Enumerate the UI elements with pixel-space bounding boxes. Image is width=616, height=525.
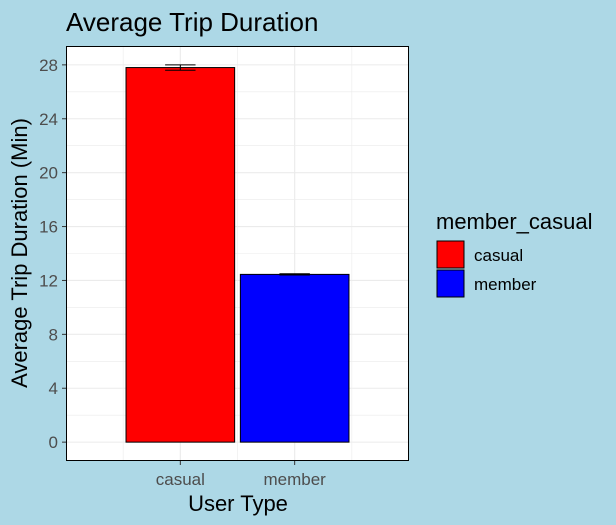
y-tick-label: 16 bbox=[39, 218, 58, 237]
legend-label-casual: casual bbox=[474, 246, 523, 265]
x-axis-title: User Type bbox=[188, 491, 288, 516]
legend-swatch-casual bbox=[436, 240, 465, 269]
y-tick-label: 20 bbox=[39, 164, 58, 183]
y-tick-label: 12 bbox=[39, 271, 58, 290]
plot-border bbox=[66, 46, 409, 461]
bar-member bbox=[239, 273, 350, 443]
y-tick-label: 8 bbox=[49, 325, 58, 344]
error-bar-member bbox=[279, 273, 310, 276]
y-tick-label: 0 bbox=[49, 433, 58, 452]
chart-title: Average Trip Duration bbox=[66, 7, 318, 37]
error-bar-casual bbox=[165, 64, 196, 71]
plot-panel: 0 4 8 12 16 20 24 28 casual member bbox=[39, 46, 409, 489]
x-tick-label: casual bbox=[156, 470, 205, 489]
y-tick-label: 24 bbox=[39, 110, 58, 129]
y-axis-title: Average Trip Duration (Min) bbox=[7, 118, 32, 388]
bar-casual bbox=[125, 67, 236, 443]
legend-label-member: member bbox=[474, 275, 537, 294]
y-tick-label: 4 bbox=[49, 379, 58, 398]
legend-swatch-member bbox=[436, 269, 465, 298]
y-tick-label: 28 bbox=[39, 56, 58, 75]
legend: member_casual casual member bbox=[436, 209, 593, 298]
x-tick-label: member bbox=[263, 470, 326, 489]
legend-title: member_casual bbox=[436, 209, 593, 234]
